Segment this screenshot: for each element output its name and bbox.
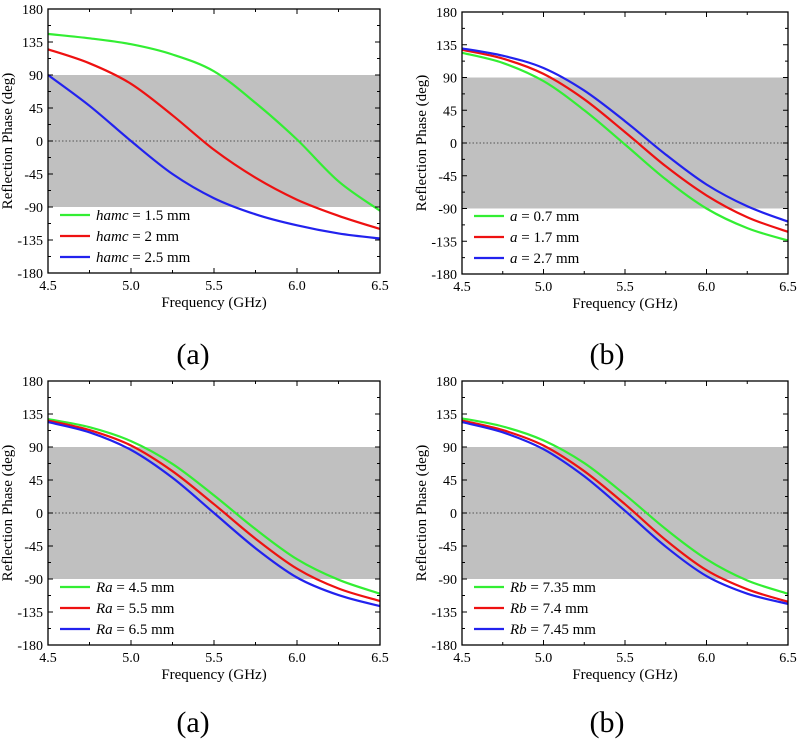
series-line-3 xyxy=(47,421,381,608)
y-tick-label: -135 xyxy=(17,606,43,621)
y-tick-label: 0 xyxy=(36,135,43,150)
y-tick-label: 90 xyxy=(443,441,457,456)
y-tick-label: -45 xyxy=(24,540,43,555)
y-tick-label: 180 xyxy=(436,375,457,390)
x-axis-label: Frequency (GHz) xyxy=(572,296,677,312)
y-axis-label: Reflection Phase (deg) xyxy=(414,445,430,582)
y-tick-label: 0 xyxy=(450,507,457,522)
y-tick-label: 45 xyxy=(29,102,43,117)
series-line-2 xyxy=(47,419,381,603)
y-tick-label: -90 xyxy=(438,573,457,588)
y-tick-label: -135 xyxy=(17,234,43,249)
y-tick-label: 90 xyxy=(29,441,43,456)
y-axis-label: Reflection Phase (deg) xyxy=(0,445,16,582)
x-tick-label: 6.5 xyxy=(779,280,797,295)
legend-entry: a = 0.7 mm xyxy=(510,209,580,225)
y-tick-label: 45 xyxy=(29,474,43,489)
series-line-1 xyxy=(47,32,381,212)
x-tick-label: 6.5 xyxy=(371,279,389,294)
y-tick-label: -180 xyxy=(17,267,43,282)
y-axis-label: Reflection Phase (deg) xyxy=(0,73,16,210)
legend-entry: Rb = 7.4 mm xyxy=(509,601,589,617)
x-tick-label: 5.0 xyxy=(122,651,140,666)
series-line-1 xyxy=(47,418,381,595)
y-tick-label: 90 xyxy=(29,69,43,84)
legend-entry: a = 1.7 mm xyxy=(510,230,580,246)
y-tick-label: 0 xyxy=(450,137,457,152)
y-tick-label: -90 xyxy=(24,201,43,216)
band-shading xyxy=(462,77,788,209)
x-tick-label: 5.5 xyxy=(616,280,634,295)
series-line-3 xyxy=(47,74,381,240)
legend-entry: a = 2.7 mm xyxy=(510,251,580,267)
y-tick-label: 0 xyxy=(36,507,43,522)
x-tick-label: 4.5 xyxy=(453,280,471,295)
x-tick-label: 6.0 xyxy=(698,280,716,295)
x-tick-label: 6.0 xyxy=(698,651,716,666)
y-tick-label: -180 xyxy=(431,268,457,283)
y-tick-label: -45 xyxy=(438,540,457,555)
panel-caption: (b) xyxy=(590,706,625,739)
x-tick-label: 5.0 xyxy=(122,279,140,294)
y-tick-label: -90 xyxy=(438,203,457,218)
x-axis-label: Frequency (GHz) xyxy=(161,667,266,683)
y-tick-label: 90 xyxy=(443,72,457,87)
series-line-1 xyxy=(461,51,789,242)
band-shading xyxy=(462,447,788,579)
y-tick-label: -180 xyxy=(431,639,457,654)
series-line-2 xyxy=(461,48,789,233)
panel-caption: (b) xyxy=(590,338,625,371)
x-tick-label: 4.5 xyxy=(453,651,471,666)
y-tick-label: 180 xyxy=(22,3,43,18)
y-tick-label: -135 xyxy=(431,235,457,250)
legend-entry: Ra = 4.5 mm xyxy=(95,580,175,596)
x-tick-label: 4.5 xyxy=(39,279,57,294)
series-line-2 xyxy=(47,48,381,231)
y-tick-label: 135 xyxy=(22,36,43,51)
series-line-3 xyxy=(461,421,789,605)
y-tick-label: -135 xyxy=(431,606,457,621)
y-tick-label: -45 xyxy=(24,168,43,183)
y-tick-label: -45 xyxy=(438,170,457,185)
panel-caption: (a) xyxy=(176,338,209,371)
legend-entry: Ra = 5.5 mm xyxy=(95,601,175,617)
x-tick-label: 6.5 xyxy=(779,651,797,666)
legend-entry: Ra = 6.5 mm xyxy=(95,622,175,638)
y-tick-label: 45 xyxy=(443,104,457,119)
x-tick-label: 5.5 xyxy=(616,651,634,666)
y-tick-label: -180 xyxy=(17,639,43,654)
y-tick-label: 135 xyxy=(436,39,457,54)
x-tick-label: 4.5 xyxy=(39,651,57,666)
series-line-2 xyxy=(461,419,789,603)
y-tick-label: 180 xyxy=(22,375,43,390)
legend-entry: Rb = 7.35 mm xyxy=(509,580,596,596)
y-tick-label: 45 xyxy=(443,474,457,489)
x-axis-label: Frequency (GHz) xyxy=(572,667,677,683)
x-tick-label: 5.5 xyxy=(205,279,223,294)
x-tick-label: 5.0 xyxy=(535,280,553,295)
y-tick-label: 135 xyxy=(22,408,43,423)
y-tick-label: 180 xyxy=(436,6,457,21)
panel-caption: (a) xyxy=(176,706,209,739)
x-tick-label: 6.0 xyxy=(288,651,306,666)
y-tick-label: 135 xyxy=(436,408,457,423)
series-line-1 xyxy=(461,417,789,595)
x-axis-label: Frequency (GHz) xyxy=(161,295,266,311)
y-axis-label: Reflection Phase (deg) xyxy=(414,75,430,212)
x-tick-label: 6.5 xyxy=(371,651,389,666)
x-tick-label: 5.5 xyxy=(205,651,223,666)
legend-entry: hamc = 1.5 mm xyxy=(96,208,191,224)
legend-entry: hamc = 2.5 mm xyxy=(96,250,191,266)
series-line-3 xyxy=(461,47,789,223)
y-tick-label: -90 xyxy=(24,573,43,588)
legend-entry: Rb = 7.45 mm xyxy=(509,622,596,638)
legend-entry: hamc = 2 mm xyxy=(96,229,179,245)
x-tick-label: 6.0 xyxy=(288,279,306,294)
x-tick-label: 5.0 xyxy=(535,651,553,666)
